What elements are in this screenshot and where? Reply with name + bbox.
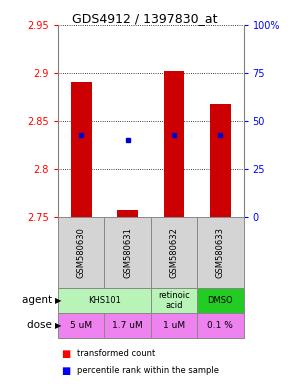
Text: GSM580632: GSM580632 xyxy=(169,227,179,278)
Text: ▶: ▶ xyxy=(55,321,61,330)
Text: 0.1 %: 0.1 % xyxy=(207,321,233,330)
Text: 5 uM: 5 uM xyxy=(70,321,92,330)
Text: percentile rank within the sample: percentile rank within the sample xyxy=(77,366,219,374)
Bar xyxy=(210,104,231,217)
Text: transformed count: transformed count xyxy=(77,349,155,358)
Text: KHS101: KHS101 xyxy=(88,296,121,305)
Bar xyxy=(71,82,92,217)
Text: 1 uM: 1 uM xyxy=(163,321,185,330)
Text: retinoic
acid: retinoic acid xyxy=(158,291,190,310)
Text: ■: ■ xyxy=(61,349,70,359)
Text: GSM580630: GSM580630 xyxy=(77,227,86,278)
Text: 1.7 uM: 1.7 uM xyxy=(112,321,143,330)
Text: dose: dose xyxy=(27,320,55,331)
Text: DMSO: DMSO xyxy=(208,296,233,305)
Text: agent: agent xyxy=(22,295,55,306)
Bar xyxy=(117,210,138,217)
Text: GSM580631: GSM580631 xyxy=(123,227,132,278)
Text: ▶: ▶ xyxy=(55,296,61,305)
Text: ■: ■ xyxy=(61,366,70,376)
Text: GSM580633: GSM580633 xyxy=(216,227,225,278)
Text: GDS4912 / 1397830_at: GDS4912 / 1397830_at xyxy=(72,12,218,25)
Bar xyxy=(164,71,184,217)
